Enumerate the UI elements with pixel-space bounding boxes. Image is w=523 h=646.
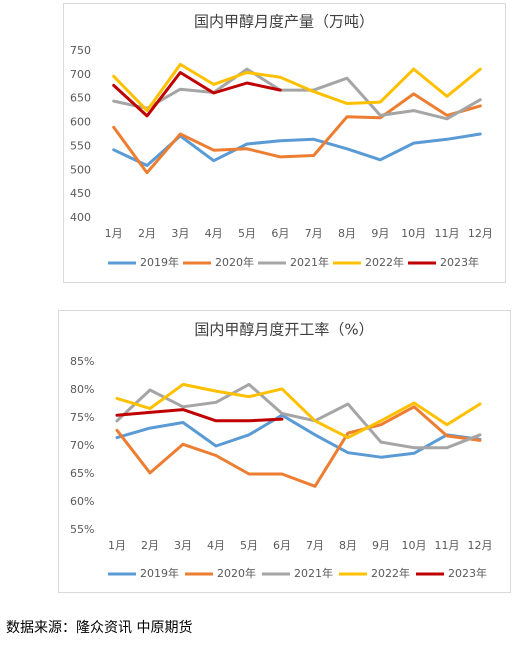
series-line [115, 382, 482, 450]
x-tick-label: 11月 [435, 227, 460, 240]
x-tick-label: 5月 [238, 227, 256, 240]
legend-label: 2019年 [140, 255, 179, 269]
x-tick-label: 12月 [468, 227, 493, 240]
y-tick-label: 450 [70, 187, 91, 200]
y-tick-label: 65% [70, 467, 94, 480]
series-line [115, 405, 482, 488]
x-tick-label: 6月 [273, 539, 291, 552]
x-tick-label: 11月 [435, 539, 460, 552]
y-tick-label: 60% [70, 495, 94, 508]
x-tick-label: 2月 [138, 227, 156, 240]
y-tick-label: 80% [70, 383, 94, 396]
x-tick-label: 8月 [339, 539, 357, 552]
series-line [112, 62, 482, 113]
x-tick-label: 3月 [171, 227, 189, 240]
legend-label: 2022年 [365, 255, 404, 269]
legend-label: 2023年 [440, 255, 479, 269]
chart-frame [63, 3, 506, 283]
series-line [115, 382, 482, 440]
x-tick-label: 12月 [468, 539, 493, 552]
y-tick-label: 650 [70, 92, 91, 105]
legend-label: 2022年 [371, 566, 410, 580]
series-line [112, 71, 282, 118]
x-tick-label: 3月 [174, 539, 192, 552]
x-tick-label: 9月 [371, 227, 389, 240]
legend-label: 2020年 [215, 255, 254, 269]
series-line [115, 408, 284, 423]
series-line [112, 67, 482, 121]
series-line [112, 92, 482, 175]
legend-label: 2021年 [290, 255, 329, 269]
y-tick-label: 700 [70, 68, 91, 81]
legend-label: 2021年 [294, 566, 333, 580]
x-tick-label: 5月 [240, 539, 258, 552]
x-tick-label: 7月 [306, 539, 324, 552]
x-tick-label: 6月 [271, 227, 289, 240]
legend-label: 2019年 [140, 566, 179, 580]
x-tick-label: 1月 [108, 539, 126, 552]
x-tick-label: 10月 [401, 227, 426, 240]
y-tick-label: 550 [70, 139, 91, 152]
y-tick-label: 70% [70, 439, 94, 452]
chart-title: 国内甲醇月度产量（万吨） [194, 13, 374, 31]
x-tick-label: 1月 [105, 227, 123, 240]
series-line [115, 413, 482, 459]
y-tick-label: 750 [70, 44, 91, 57]
x-tick-label: 8月 [338, 227, 356, 240]
y-tick-label: 75% [70, 411, 94, 424]
x-tick-label: 7月 [305, 227, 323, 240]
x-tick-label: 10月 [402, 539, 427, 552]
legend-label: 2020年 [217, 566, 256, 580]
x-tick-label: 4月 [207, 539, 225, 552]
y-tick-label: 55% [70, 523, 94, 536]
y-tick-label: 600 [70, 116, 91, 129]
x-tick-label: 2月 [141, 539, 159, 552]
x-tick-label: 4月 [205, 227, 223, 240]
y-tick-label: 85% [70, 355, 94, 368]
source-note: 数据来源：隆众资讯 中原期货 [6, 619, 192, 636]
chart-title: 国内甲醇月度开工率（%） [194, 321, 373, 339]
x-tick-label: 9月 [372, 539, 390, 552]
y-tick-label: 500 [70, 163, 91, 176]
y-tick-label: 400 [70, 211, 91, 224]
legend-label: 2023年 [448, 566, 487, 580]
